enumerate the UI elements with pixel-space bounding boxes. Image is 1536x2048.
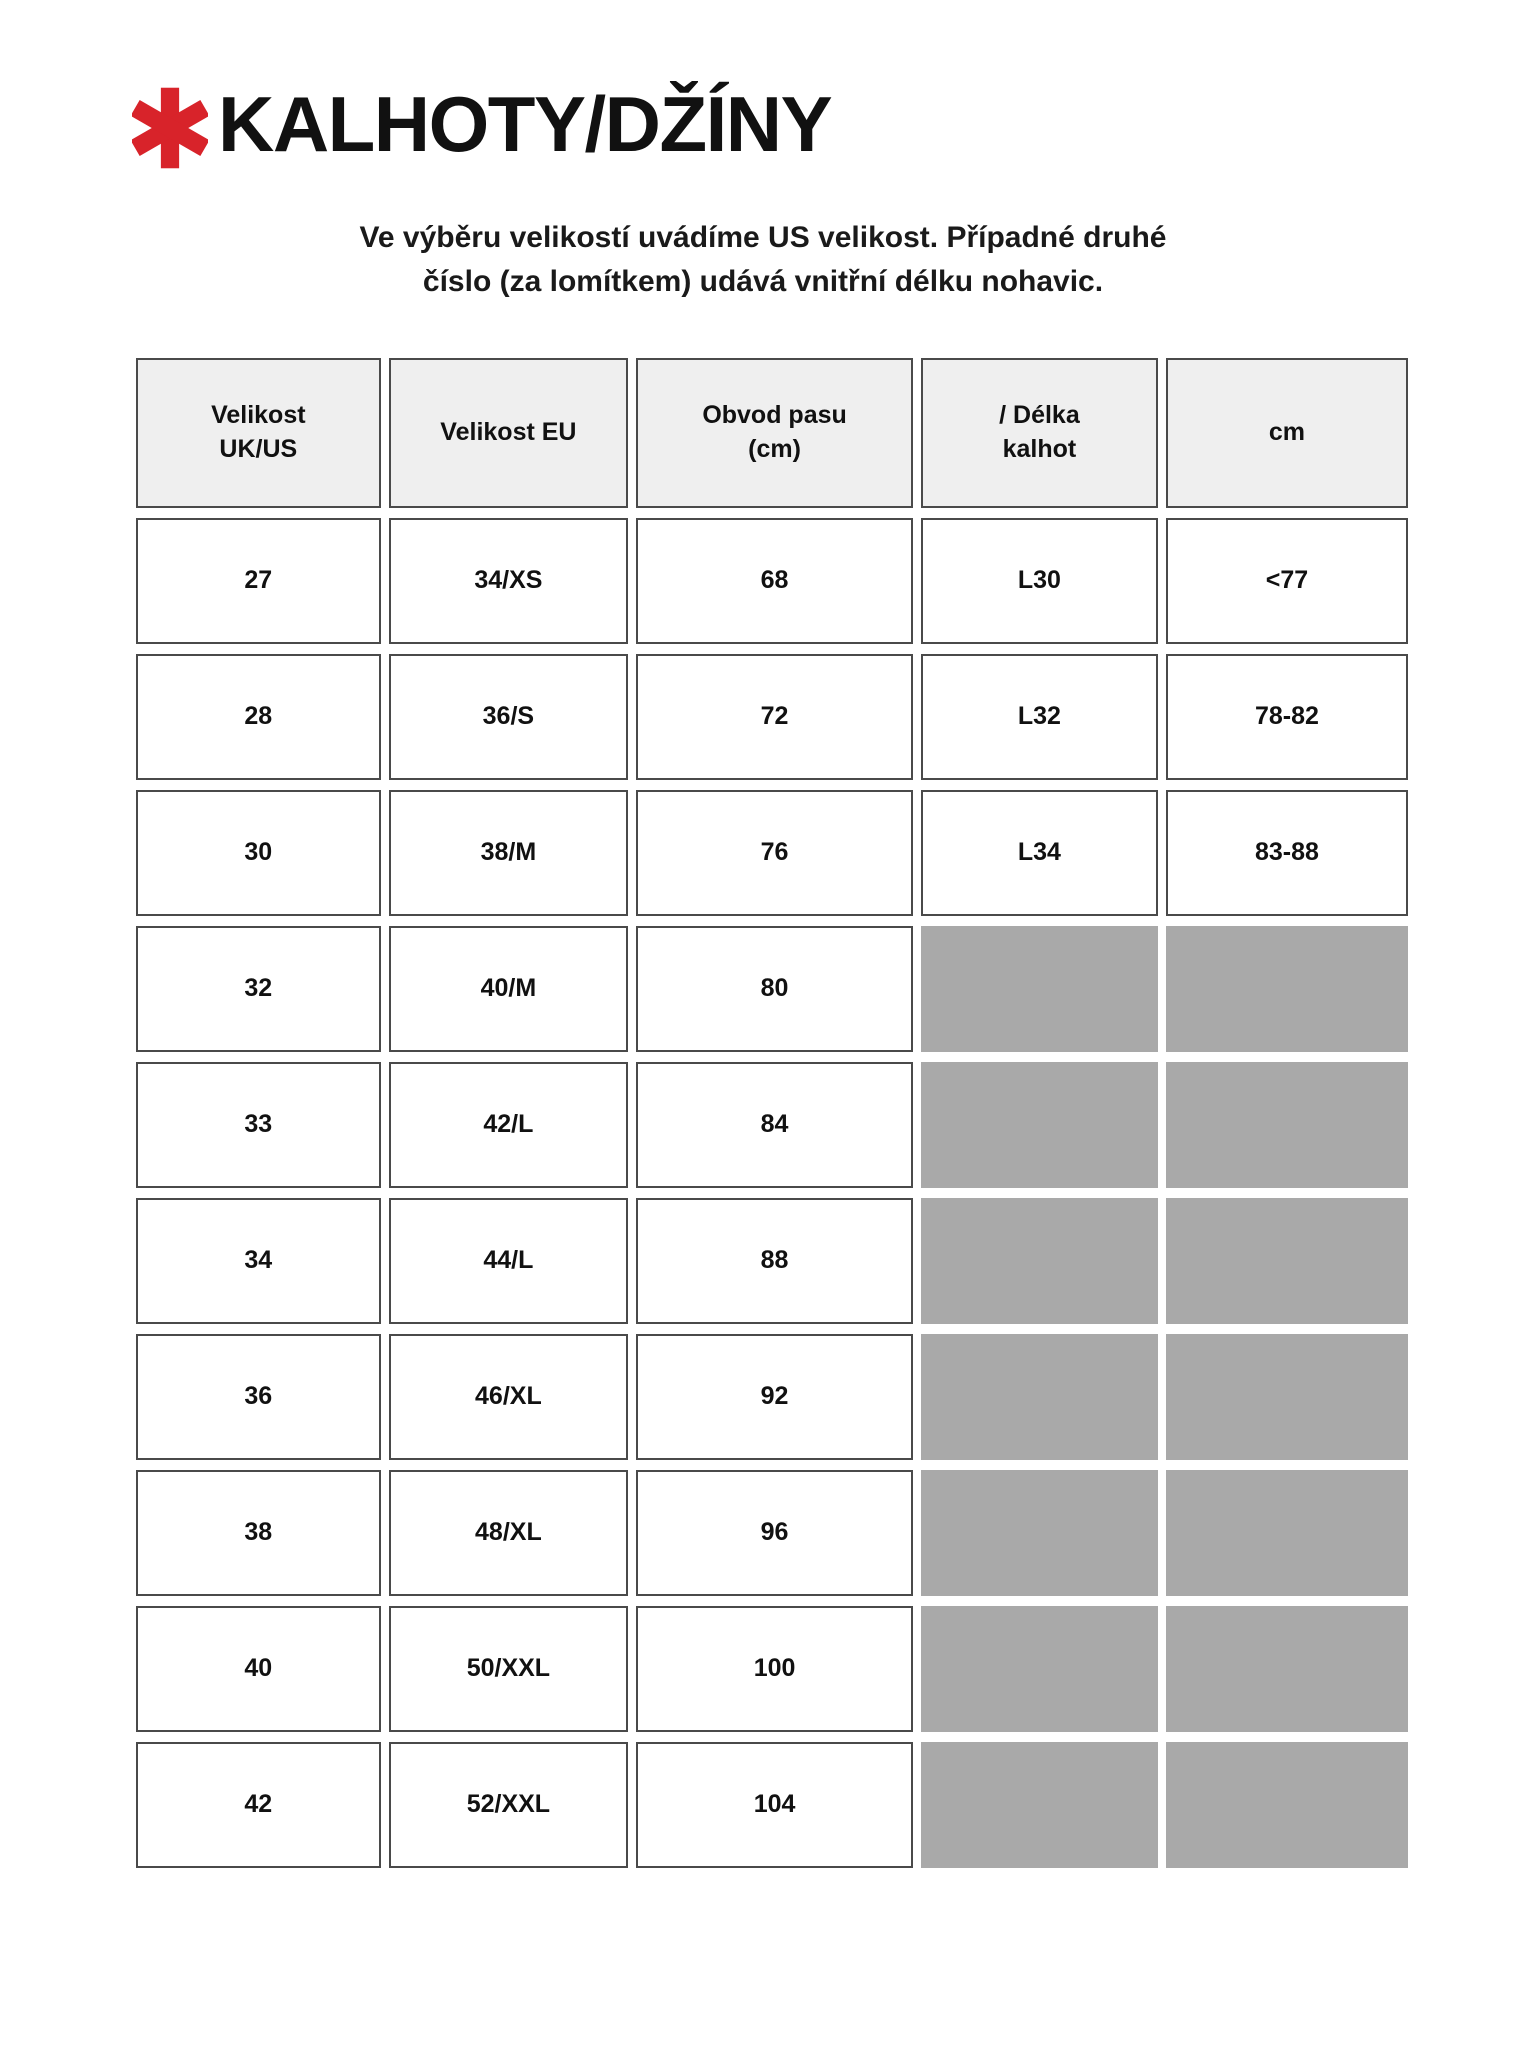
- red-asterisk-icon: [132, 87, 208, 169]
- cell-eu: 44/L: [388, 1197, 629, 1324]
- cell-waist: 72: [636, 653, 913, 780]
- table-row: 33 42/L 84: [136, 1061, 1408, 1188]
- table-row: 40 50/XXL 100: [136, 1605, 1408, 1732]
- cell-eu: 50/XXL: [388, 1605, 629, 1732]
- cell-cm: 78-82: [1165, 653, 1408, 780]
- cell-waist: 68: [636, 517, 913, 644]
- cell-uk-us: 28: [136, 653, 381, 780]
- table-header-row: Velikost UK/US Velikost EU Obvod pasu (c…: [136, 357, 1408, 508]
- cell-eu: 38/M: [388, 789, 629, 916]
- cell-cm-empty: [1165, 1197, 1408, 1324]
- column-header-waist: Obvod pasu (cm): [636, 357, 913, 508]
- cell-uk-us: 38: [136, 1469, 381, 1596]
- cell-waist: 80: [636, 925, 913, 1052]
- cell-length-empty: [920, 1197, 1158, 1324]
- cell-length-empty: [920, 1469, 1158, 1596]
- cell-cm-empty: [1165, 1469, 1408, 1596]
- subtitle-line-1: Ve výběru velikostí uvádíme US velikost.…: [359, 221, 1167, 254]
- cell-length: L30: [920, 517, 1158, 644]
- cell-eu: 34/XS: [388, 517, 629, 644]
- column-header-line-1: Velikost EU: [440, 417, 577, 446]
- cell-uk-us: 42: [136, 1741, 381, 1868]
- column-header-line-1: cm: [1268, 417, 1306, 446]
- cell-eu: 42/L: [388, 1061, 629, 1188]
- cell-eu: 52/XXL: [388, 1741, 629, 1868]
- cell-waist: 92: [636, 1333, 913, 1460]
- column-header-line-2: UK/US: [219, 434, 298, 463]
- cell-waist: 84: [636, 1061, 913, 1188]
- size-table-container: Velikost UK/US Velikost EU Obvod pasu (c…: [0, 348, 1536, 1878]
- cell-waist: 104: [636, 1741, 913, 1868]
- cell-length-empty: [920, 1333, 1158, 1460]
- cell-cm: 83-88: [1165, 789, 1408, 916]
- cell-length-empty: [920, 1605, 1158, 1732]
- page-title: KALHOTY/DŽÍNY: [218, 80, 833, 168]
- column-header-eu: Velikost EU: [388, 357, 629, 508]
- column-header-line-1: Velikost: [211, 400, 306, 429]
- column-header-line-2: kalhot: [1002, 434, 1077, 463]
- cell-cm-empty: [1165, 1333, 1408, 1460]
- column-header-cm: cm: [1165, 357, 1408, 508]
- subtitle-line-2: číslo (za lomítkem) udává vnitřní délku …: [422, 264, 1104, 298]
- cell-uk-us: 32: [136, 925, 381, 1052]
- table-row: 36 46/XL 92: [136, 1333, 1408, 1460]
- cell-uk-us: 40: [136, 1605, 381, 1732]
- cell-length: L32: [920, 653, 1158, 780]
- table-row: 38 48/XL 96: [136, 1469, 1408, 1596]
- cell-length-empty: [920, 1741, 1158, 1868]
- column-header-length: / Délka kalhot: [920, 357, 1158, 508]
- column-header-line-2: (cm): [748, 434, 801, 463]
- table-row: 42 52/XXL 104: [136, 1741, 1408, 1868]
- cell-waist: 96: [636, 1469, 913, 1596]
- cell-uk-us: 30: [136, 789, 381, 916]
- cell-length-empty: [920, 1061, 1158, 1188]
- cell-uk-us: 34: [136, 1197, 381, 1324]
- cell-cm-empty: [1165, 1061, 1408, 1188]
- cell-uk-us: 33: [136, 1061, 381, 1188]
- table-row: 27 34/XS 68 L30 <77: [136, 517, 1408, 644]
- cell-waist: 88: [636, 1197, 913, 1324]
- cell-eu: 48/XL: [388, 1469, 629, 1596]
- size-table: Velikost UK/US Velikost EU Obvod pasu (c…: [128, 348, 1416, 1878]
- column-header-line-1: Obvod pasu: [702, 400, 847, 429]
- table-row: 34 44/L 88: [136, 1197, 1408, 1324]
- table-body: 27 34/XS 68 L30 <77 28 36/S 72 L32 78-82 30 38/M 76 L…: [136, 517, 1408, 1868]
- cell-waist: 100: [636, 1605, 913, 1732]
- cell-uk-us: 27: [136, 517, 381, 644]
- table-row: 32 40/M 80: [136, 925, 1408, 1052]
- cell-cm-empty: [1165, 1605, 1408, 1732]
- page-header: KALHOTY/DŽÍNY: [0, 0, 1536, 170]
- cell-uk-us: 36: [136, 1333, 381, 1460]
- cell-eu: 36/S: [388, 653, 629, 780]
- table-row: 30 38/M 76 L34 83-88: [136, 789, 1408, 916]
- cell-cm-empty: [1165, 925, 1408, 1052]
- cell-eu: 46/XL: [388, 1333, 629, 1460]
- cell-length: L34: [920, 789, 1158, 916]
- column-header-uk-us: Velikost UK/US: [136, 357, 381, 508]
- cell-cm-empty: [1165, 1741, 1408, 1868]
- column-header-line-1: / Délka: [999, 400, 1080, 429]
- cell-waist: 76: [636, 789, 913, 916]
- table-row: 28 36/S 72 L32 78-82: [136, 653, 1408, 780]
- cell-eu: 40/M: [388, 925, 629, 1052]
- page-subtitle: Ve výběru velikostí uvádíme US velikost.…: [0, 216, 1536, 304]
- cell-length-empty: [920, 925, 1158, 1052]
- cell-cm: <77: [1165, 517, 1408, 644]
